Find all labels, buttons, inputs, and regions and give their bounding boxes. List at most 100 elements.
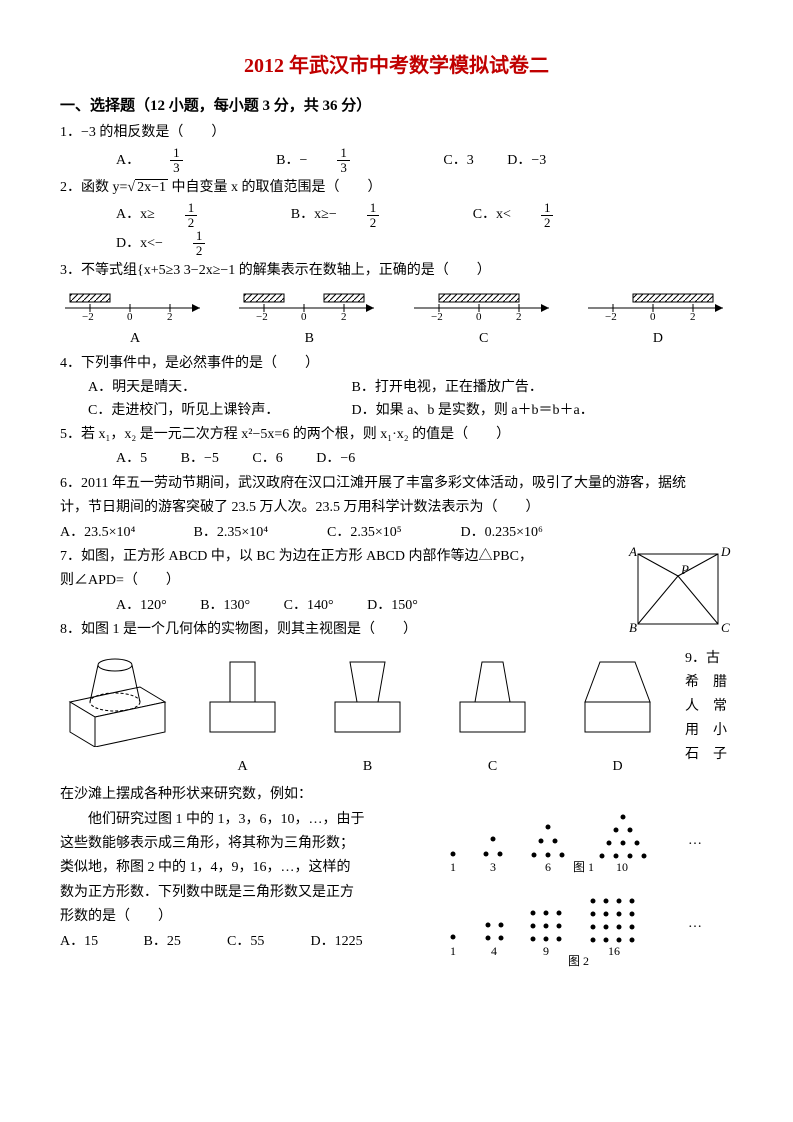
q8-solid-3d xyxy=(60,647,175,747)
q4-b: B．打开电视，正在播放广告． xyxy=(352,380,543,395)
q8-label-d: D xyxy=(560,756,675,778)
svg-text:6: 6 xyxy=(545,860,551,874)
q9-fig1: … 1 3 6 图 1 10 xyxy=(433,809,733,879)
svg-text:0: 0 xyxy=(301,311,307,320)
q8-view-d xyxy=(570,647,665,747)
svg-text:0: 0 xyxy=(650,311,656,320)
q9-figures: … 1 3 6 图 1 10 … 1 4 9 图 2 16 xyxy=(433,809,733,976)
q9-a: A．15 xyxy=(60,931,140,953)
q4-row1: A．明天是晴天． B．打开电视，正在播放广告． xyxy=(60,377,733,399)
svg-text:3: 3 xyxy=(490,860,496,874)
q9-c: C．55 xyxy=(227,931,307,953)
q3-label-d: D xyxy=(583,328,733,350)
q7-c: C．140° xyxy=(284,595,334,617)
q9-p1: 在沙滩上摆成各种形状来研究数，例如： xyxy=(60,784,733,806)
q3-diagrams: −202 A −202 B −202 C − xyxy=(60,288,733,351)
q1-options: A．13 B．−13 C．3 D．−3 xyxy=(60,146,733,174)
q5-b: B．−5 xyxy=(181,448,219,470)
q9-fig2: … 1 4 9 图 2 16 xyxy=(433,887,733,967)
q4-a: A．明天是晴天． xyxy=(88,377,348,399)
q9-b: B．25 xyxy=(144,931,224,953)
svg-text:B: B xyxy=(629,620,637,635)
svg-text:1: 1 xyxy=(450,860,456,874)
q3-label-a: A xyxy=(60,328,210,350)
q6-b: B．2.35×10⁴ xyxy=(194,522,324,544)
svg-text:A: A xyxy=(628,544,637,559)
q9-s3: 人 常 xyxy=(685,696,727,718)
q1-b: B．− xyxy=(276,150,307,172)
q6-c: C．2.35×10⁵ xyxy=(327,522,457,544)
svg-text:2: 2 xyxy=(690,311,696,320)
q8-view-c xyxy=(445,647,540,747)
q7-b: B．130° xyxy=(200,595,250,617)
svg-text:−2: −2 xyxy=(82,311,94,320)
q4-d: D．如果 a、b 是实数，则 a＋b＝b＋a． xyxy=(352,403,594,418)
q8-view-b xyxy=(320,647,415,747)
q6-a: A．23.5×10⁴ xyxy=(60,522,190,544)
q2-pre: 2．函数 y= xyxy=(60,180,127,195)
svg-text:2: 2 xyxy=(167,311,173,320)
q3-label-c: C xyxy=(409,328,559,350)
q8-label-a: A xyxy=(185,756,300,778)
q3-label-b: B xyxy=(234,328,384,350)
svg-text:1: 1 xyxy=(450,944,456,958)
q8-label-b: B xyxy=(310,756,425,778)
q2-b: B．x≥− xyxy=(291,204,337,226)
q7-d: D．150° xyxy=(367,595,418,617)
q2-stem: 2．函数 y=√2x−1 中自变量 x 的取值范围是（ ） xyxy=(60,177,733,199)
page-title: 2012 年武汉市中考数学模拟试卷二 xyxy=(60,50,733,82)
q5-stem: 5．若 x₁，x₂ 是一元二次方程 x²−5x=6 的两个根，则 x₁·x₂ 的… xyxy=(60,424,733,446)
q4-c: C．走进校门，听见上课铃声． xyxy=(88,400,348,422)
svg-text:2: 2 xyxy=(516,311,522,320)
q9-s4: 用 小 xyxy=(685,720,727,742)
svg-text:图 2: 图 2 xyxy=(568,954,589,967)
q5-d: D．−6 xyxy=(316,448,355,470)
q5-c: C．6 xyxy=(252,448,282,470)
q7-a: A．120° xyxy=(116,595,167,617)
q2-post: 中自变量 x 的取值范围是（ ） xyxy=(168,180,382,195)
q9-s1: 9．古 xyxy=(685,648,727,670)
q5-a: A．5 xyxy=(116,448,147,470)
svg-text:−2: −2 xyxy=(605,311,617,320)
q4-stem: 4．下列事件中，是必然事件的是（ ） xyxy=(60,353,733,375)
svg-text:−2: −2 xyxy=(256,311,268,320)
numberline-b: −2 0 2 xyxy=(234,288,384,320)
q5-options: A．5 B．−5 C．6 D．−6 xyxy=(60,448,733,470)
q6-line1: 6．2011 年五一劳动节期间，武汉政府在汉口江滩开展了丰富多彩文体活动，吸引了… xyxy=(60,473,733,495)
q8-label-c: C xyxy=(435,756,550,778)
svg-text:10: 10 xyxy=(616,860,628,874)
q2-c: C．x< xyxy=(473,204,511,226)
svg-text:0: 0 xyxy=(127,311,133,320)
svg-text:2: 2 xyxy=(341,311,347,320)
numberline-d: −2 0 2 xyxy=(583,288,733,320)
q8-view-a xyxy=(195,647,290,747)
q7-figure: A D B C P xyxy=(623,544,733,647)
svg-text:D: D xyxy=(720,544,731,559)
svg-text:−2: −2 xyxy=(431,311,443,320)
svg-text:C: C xyxy=(721,620,730,635)
numberline-c: −202 xyxy=(409,288,559,320)
q2-options: A．x≥12 B．x≥−12 C．x<12 D．x<−12 xyxy=(60,201,733,258)
svg-text:16: 16 xyxy=(608,944,620,958)
q1-stem: 1．−3 的相反数是（ ） xyxy=(60,122,733,144)
q1-c: C．3 xyxy=(443,150,473,172)
q4-row2: C．走进校门，听见上课铃声． D．如果 a、b 是实数，则 a＋b＝b＋a． xyxy=(60,400,733,422)
numberline-a: −2 0 2 xyxy=(60,288,210,320)
svg-text:P: P xyxy=(680,562,689,577)
q9-s5: 石 子 xyxy=(685,744,727,766)
svg-text:图 1: 图 1 xyxy=(573,860,594,874)
q8-figures: A B C D 9．古 希 腊 人 常 用 小 石 子 xyxy=(60,647,733,778)
q9-d: D．1225 xyxy=(311,931,391,953)
section-heading: 一、选择题（12 小题，每小题 3 分，共 36 分） xyxy=(60,94,733,118)
svg-text:…: … xyxy=(688,833,702,848)
q6-d: D．0.235×10⁶ xyxy=(461,522,591,544)
q2-radicand: 2x−1 xyxy=(135,179,168,195)
svg-text:4: 4 xyxy=(491,944,497,958)
svg-text:…: … xyxy=(688,916,702,931)
q1-a: A． xyxy=(116,150,140,172)
q6-options: A．23.5×10⁴ B．2.35×10⁴ C．2.35×10⁵ D．0.235… xyxy=(60,522,733,544)
svg-text:9: 9 xyxy=(543,944,549,958)
q6-line2: 计，节日期间的游客突破了 23.5 万人次。23.5 万用科学计数法表示为（ ） xyxy=(60,497,733,519)
q2-d: D．x<− xyxy=(116,233,163,255)
q9-side-text: 9．古 希 腊 人 常 用 小 石 子 xyxy=(685,647,727,767)
